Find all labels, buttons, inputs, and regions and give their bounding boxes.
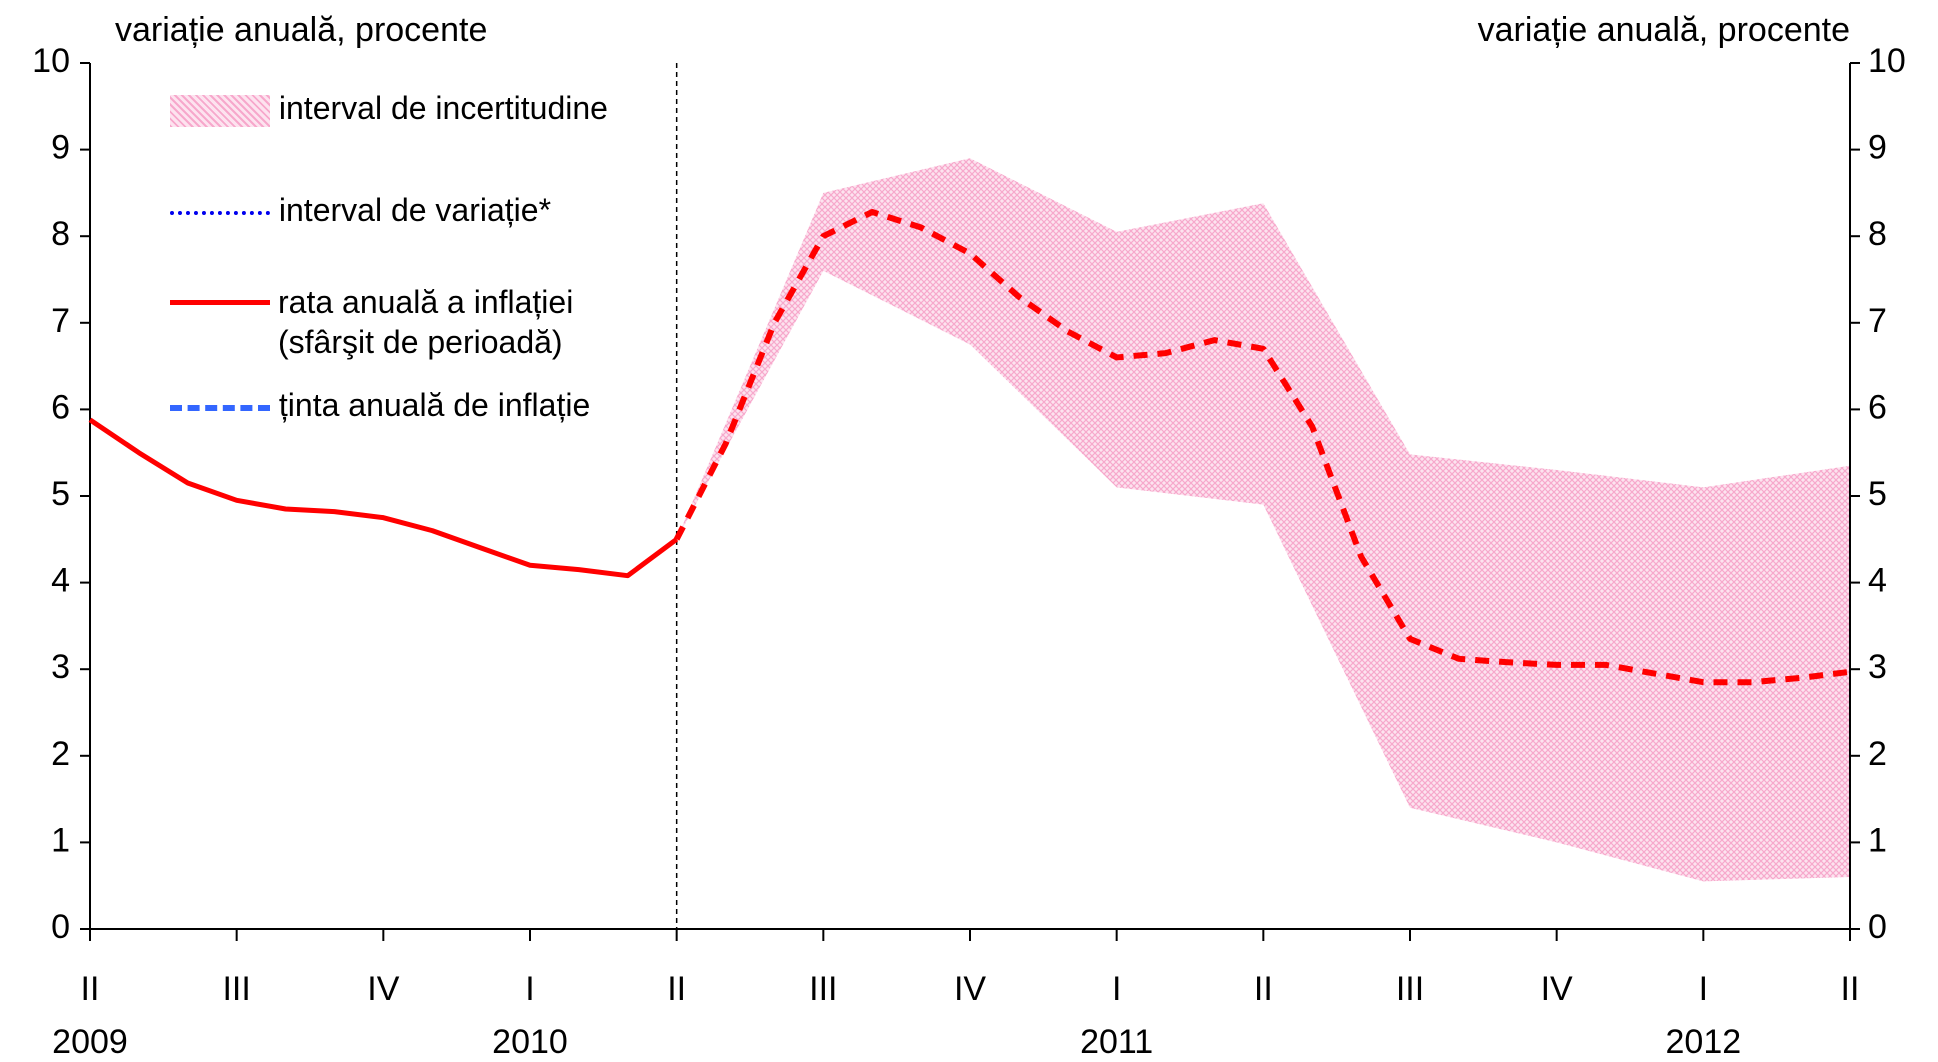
y-axis-title: variație anuală, procente [115, 11, 487, 49]
y-tick-label: 9 [51, 129, 70, 167]
legend-label: rata anuală a inflației (sfârşit de peri… [278, 284, 574, 360]
x-tick-label: III [809, 970, 837, 1008]
y2-tick-label: 3 [1868, 648, 1887, 686]
y-tick-label: 0 [51, 908, 70, 946]
x-tick-label: II [1254, 970, 1273, 1008]
legend-label: interval de variație* [278, 192, 552, 228]
x-tick-label: III [1396, 970, 1424, 1008]
x-tick-label: IV [954, 970, 986, 1008]
x-tick-label: II [81, 970, 100, 1008]
y2-tick-label: 10 [1868, 42, 1906, 80]
y-tick-label: 7 [51, 302, 70, 340]
x-tick-label: II [667, 970, 686, 1008]
x-tick-label: II [1841, 970, 1860, 1008]
y2-tick-label: 9 [1868, 129, 1887, 167]
y2-tick-label: 1 [1868, 821, 1887, 859]
y2-tick-label: 7 [1868, 302, 1887, 340]
x-tick-label: IV [1541, 970, 1573, 1008]
legend-swatch [170, 94, 270, 127]
legend-item: interval de incertitudine [170, 88, 608, 128]
legend-swatch [170, 404, 270, 411]
y-tick-label: 10 [32, 42, 70, 80]
y2-tick-label: 5 [1868, 475, 1887, 513]
x-tick-label: IV [367, 970, 399, 1008]
x-tick-label: I [525, 970, 534, 1008]
x-tick-label: I [1112, 970, 1121, 1008]
legend-item: interval de variație* [170, 190, 551, 230]
legend-item: ținta anuală de inflație [170, 385, 590, 425]
y-tick-label: 6 [51, 388, 70, 426]
inflation-line [88, 417, 679, 579]
legend-item: rata anuală a inflației (sfârşit de peri… [170, 282, 618, 362]
y-tick-label: 1 [51, 821, 70, 859]
x-tick-label: III [222, 970, 250, 1008]
y-tick-label: 5 [51, 475, 70, 513]
y-tick-label: 8 [51, 215, 70, 253]
y2-axis-title: variație anuală, procente [1478, 11, 1850, 49]
y2-tick-label: 8 [1868, 215, 1887, 253]
legend-label: ținta anuală de inflație [278, 387, 591, 423]
year-label: 2009 [52, 1023, 128, 1061]
y2-tick-label: 6 [1868, 388, 1887, 426]
uncertainty-band [676, 158, 1850, 882]
legend-swatch [170, 300, 270, 305]
legend-label: interval de incertitudine [278, 90, 608, 126]
year-label: 2011 [1080, 1023, 1153, 1061]
y2-tick-label: 0 [1868, 908, 1887, 946]
y-tick-label: 4 [51, 562, 70, 600]
y2-tick-label: 4 [1868, 562, 1887, 600]
y-tick-label: 3 [51, 648, 70, 686]
y-tick-label: 2 [51, 735, 70, 773]
x-tick-label: I [1699, 970, 1708, 1008]
legend-swatch [170, 210, 270, 215]
year-label: 2012 [1666, 1023, 1742, 1061]
year-label: 2010 [492, 1023, 568, 1061]
inflation-forecast-line [673, 208, 1851, 686]
y2-tick-label: 2 [1868, 735, 1887, 773]
